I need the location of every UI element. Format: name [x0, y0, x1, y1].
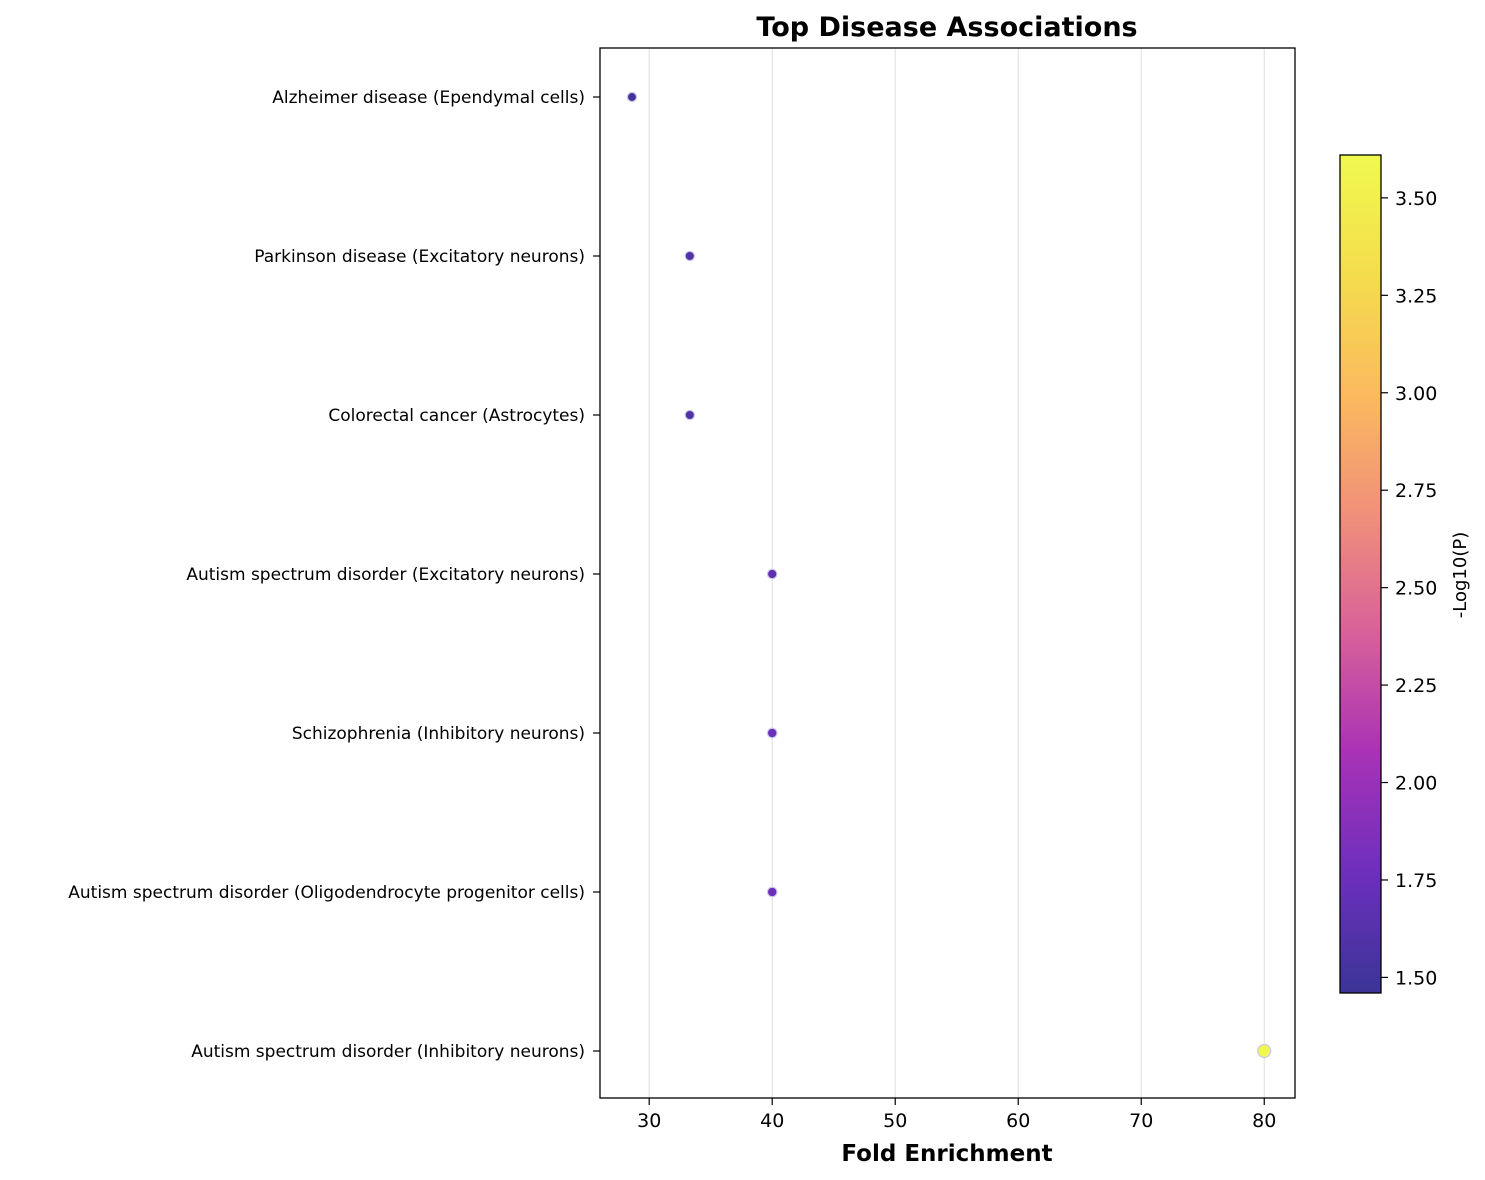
- plot-frame: [599, 47, 1296, 1099]
- y-tick-label: Autism spectrum disorder (Oligodendrocyt…: [68, 883, 585, 903]
- data-points: [626, 91, 1272, 1059]
- colorbar-tick-label: 2.25: [1395, 675, 1437, 697]
- data-point: [766, 886, 778, 898]
- colorbar-tick-label: 1.75: [1395, 870, 1437, 892]
- y-tick-label: Autism spectrum disorder (Inhibitory neu…: [191, 1042, 585, 1062]
- colorbar-tick-label: 2.00: [1395, 773, 1437, 795]
- y-tick-label: Alzheimer disease (Ependymal cells): [272, 88, 585, 108]
- x-tick-label: 50: [883, 1110, 907, 1132]
- chart-title: Top Disease Associations: [756, 12, 1137, 43]
- x-axis-label: Fold Enrichment: [841, 1141, 1052, 1167]
- x-tick-label: 40: [760, 1110, 784, 1132]
- colorbar-ticks: 1.50 1.75 2.00 2.25 2.50 2.75 3.00 3.25 3.50: [1381, 188, 1437, 989]
- data-point: [766, 727, 778, 739]
- x-tick-label: 30: [637, 1110, 661, 1132]
- colorbar-tick-label: 3.00: [1395, 383, 1437, 405]
- data-point: [626, 91, 638, 103]
- colorbar-tick-label: 3.50: [1395, 188, 1437, 210]
- colorbar-tick-label: 2.75: [1395, 480, 1437, 502]
- colorbar: [1339, 154, 1382, 994]
- x-tick-label: 80: [1252, 1110, 1276, 1132]
- y-tick-labels: Alzheimer disease (Ependymal cells) Parki…: [68, 88, 600, 1062]
- data-point: [1257, 1043, 1272, 1059]
- data-point: [684, 250, 696, 262]
- y-tick-label: Colorectal cancer (Astrocytes): [328, 406, 585, 426]
- x-tick-label: 60: [1006, 1110, 1030, 1132]
- colorbar-tick-label: 2.50: [1395, 578, 1437, 600]
- x-tick-labels: 30 40 50 60 70 80: [637, 1098, 1276, 1132]
- grid-lines: [648, 48, 1265, 1098]
- colorbar-tick-label: 1.50: [1395, 967, 1437, 989]
- y-tick-label: Parkinson disease (Excitatory neurons): [254, 247, 585, 267]
- data-point: [766, 568, 778, 580]
- y-tick-label: Schizophrenia (Inhibitory neurons): [292, 724, 585, 744]
- data-point: [684, 409, 696, 421]
- x-tick-label: 70: [1129, 1110, 1153, 1132]
- colorbar-label: -Log10(P): [1450, 532, 1471, 618]
- y-tick-label: Autism spectrum disorder (Excitatory neu…: [186, 565, 585, 585]
- colorbar-tick-label: 3.25: [1395, 285, 1437, 307]
